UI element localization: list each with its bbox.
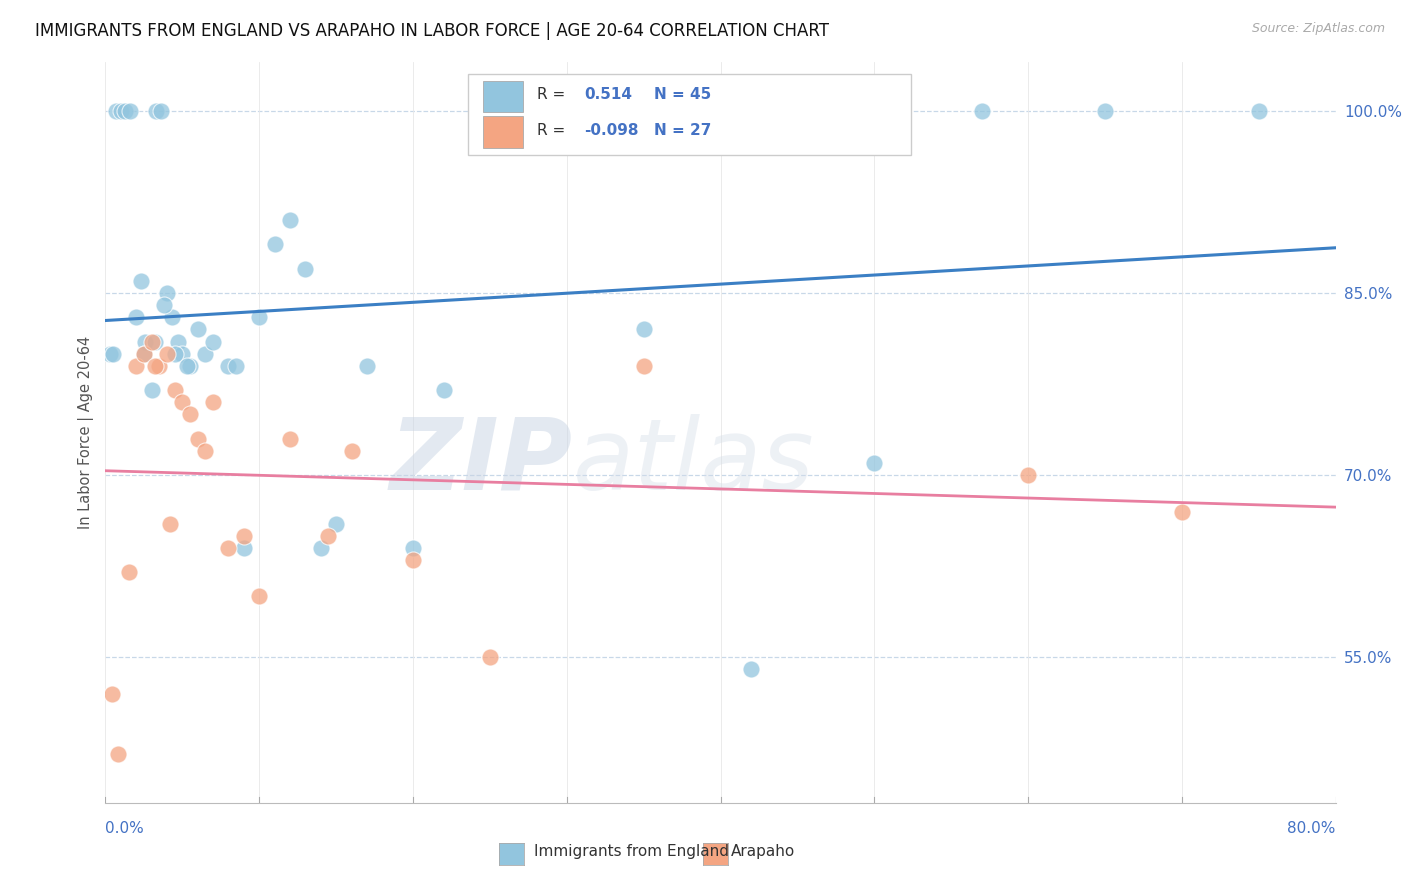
FancyBboxPatch shape (468, 73, 911, 155)
Point (1247, 103, 1270, 118)
Text: 0.514: 0.514 (583, 87, 633, 102)
Point (114, 103, 136, 118)
Point (740, 662, 762, 676)
Point (143, 334, 166, 349)
Point (247, 590, 270, 604)
Point (153, 298, 176, 312)
Point (129, 274, 152, 288)
FancyBboxPatch shape (484, 81, 523, 112)
Point (172, 395, 194, 409)
Text: 80.0%: 80.0% (1288, 821, 1336, 836)
Point (402, 541, 425, 555)
Point (478, 650, 501, 665)
Point (970, 103, 993, 118)
Point (187, 432, 209, 446)
Text: atlas: atlas (574, 414, 814, 511)
Point (1017, 468, 1039, 483)
Text: IMMIGRANTS FROM ENGLAND VS ARAPAHO IN LABOR FORCE | AGE 20-64 CORRELATION CHART: IMMIGRANTS FROM ENGLAND VS ARAPAHO IN LA… (35, 22, 830, 40)
Point (633, 322, 655, 336)
Point (325, 516, 347, 531)
Text: Arapaho: Arapaho (731, 845, 796, 859)
Point (143, 359, 166, 373)
Point (101, 347, 124, 361)
Point (110, 103, 132, 118)
Text: Immigrants from England: Immigrants from England (534, 845, 730, 859)
Point (202, 395, 225, 409)
Point (132, 347, 155, 361)
Point (194, 347, 217, 361)
Point (156, 347, 179, 361)
Point (187, 322, 209, 336)
Point (148, 359, 170, 373)
Point (134, 334, 156, 349)
Point (202, 334, 225, 349)
Point (232, 529, 254, 543)
Point (218, 541, 240, 555)
Point (402, 553, 425, 567)
Point (100, 687, 122, 701)
Point (117, 565, 139, 579)
Point (98, 347, 121, 361)
Text: R =: R = (537, 123, 571, 138)
Point (232, 541, 254, 555)
Point (356, 359, 378, 373)
Point (120, 103, 141, 118)
Point (294, 261, 316, 276)
Point (710, 103, 733, 118)
Point (1094, 103, 1116, 118)
Point (263, 237, 285, 252)
Point (194, 443, 217, 458)
Point (163, 347, 186, 361)
Point (141, 383, 163, 397)
Point (218, 359, 240, 373)
Point (125, 359, 148, 373)
Point (633, 359, 655, 373)
Point (141, 334, 163, 349)
Point (433, 383, 456, 397)
Text: ZIP: ZIP (389, 414, 574, 511)
Text: R =: R = (537, 87, 571, 102)
Point (172, 347, 194, 361)
Text: -0.098: -0.098 (583, 123, 638, 138)
Text: 0.0%: 0.0% (105, 821, 145, 836)
Point (247, 310, 270, 325)
Point (160, 310, 183, 325)
Point (145, 103, 167, 118)
Point (166, 334, 188, 349)
Point (125, 310, 148, 325)
Point (105, 103, 128, 118)
Point (863, 456, 886, 470)
Text: N = 45: N = 45 (654, 87, 711, 102)
Point (149, 103, 172, 118)
Point (156, 286, 179, 301)
Point (555, 103, 578, 118)
Point (179, 359, 201, 373)
Y-axis label: In Labor Force | Age 20-64: In Labor Force | Age 20-64 (79, 336, 94, 529)
Point (1171, 504, 1194, 518)
Text: Source: ZipAtlas.com: Source: ZipAtlas.com (1251, 22, 1385, 36)
Text: N = 27: N = 27 (654, 123, 711, 138)
Point (278, 432, 301, 446)
Point (163, 383, 186, 397)
Point (159, 516, 181, 531)
Point (107, 747, 129, 762)
Point (176, 359, 198, 373)
FancyBboxPatch shape (484, 117, 523, 147)
Point (179, 408, 201, 422)
Point (132, 347, 155, 361)
Point (309, 541, 332, 555)
Point (340, 443, 363, 458)
Point (278, 213, 301, 227)
Point (225, 359, 247, 373)
Point (318, 529, 340, 543)
